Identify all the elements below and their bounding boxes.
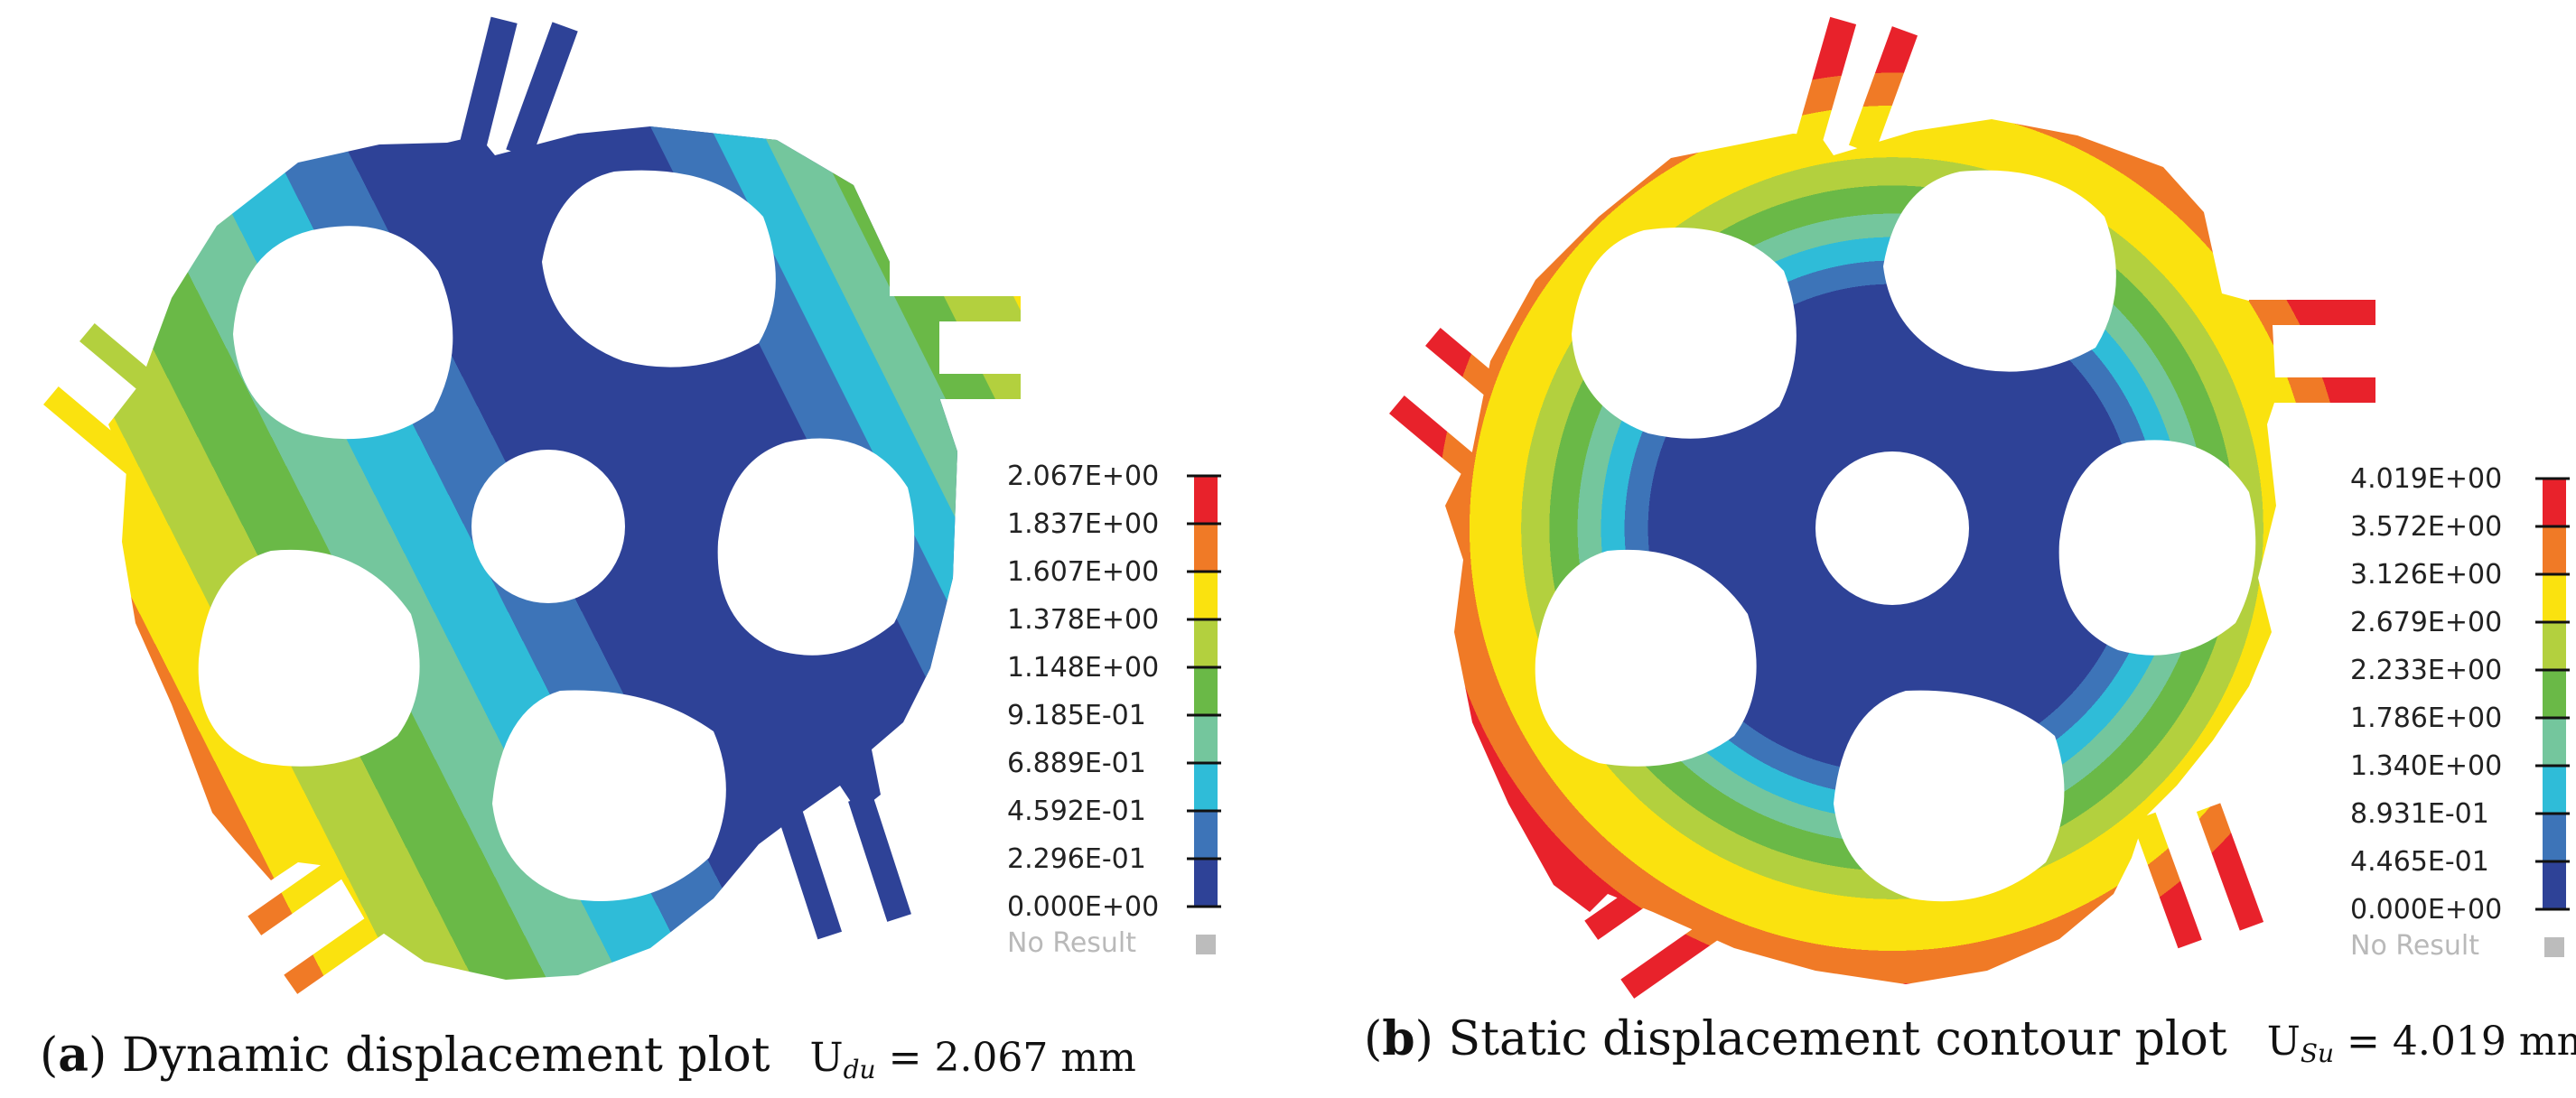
panel-a-symbol-letter: U <box>809 1035 844 1081</box>
legend-tick-label: 1.607E+00 <box>1007 556 1159 588</box>
legend-color-band <box>2543 526 2566 574</box>
panel-b-legend: 4.019E+00 3.572E+00 3.126E+00 2.679E+00 2.23… <box>2350 463 2570 962</box>
legend-tick-label: 2.067E+00 <box>1007 461 1159 492</box>
legend-tick-label: 6.889E-01 <box>1007 748 1146 779</box>
panel-b-caption: (b) Static displacement contour plot USu … <box>1364 1011 2576 1068</box>
panel-b-caption-letter: b <box>1382 1011 1415 1066</box>
legend-color-band <box>2543 861 2566 909</box>
legend-color-band <box>1194 715 1218 763</box>
panel-b-symbol-value: = 4.019 mm <box>2347 1019 2576 1065</box>
legend-tick-label: 1.786E+00 <box>2350 703 2502 734</box>
legend-tick-label: 0.000E+00 <box>2350 894 2502 926</box>
panel-b-symbol: USu = 4.019 mm <box>2266 1019 2576 1068</box>
legend-color-band <box>2543 718 2566 766</box>
panel-b-holes <box>1535 170 2256 902</box>
legend-no-result-label: No Result <box>2350 930 2479 962</box>
panel-b-center-hole <box>1815 451 1969 605</box>
legend-no-result-swatch <box>2544 937 2564 957</box>
legend-color-band <box>1194 476 1218 524</box>
legend-no-result-swatch <box>1196 935 1216 954</box>
panel-a-caption-text: Dynamic displacement plot <box>121 1028 770 1083</box>
legend-tick-label: 3.126E+00 <box>2350 559 2502 591</box>
legend-tick-label: 1.378E+00 <box>1007 604 1159 636</box>
legend-tick-label: 9.185E-01 <box>1007 700 1146 731</box>
legend-color-band <box>2543 670 2566 718</box>
legend-tick-label: 2.679E+00 <box>2350 607 2502 638</box>
legend-color-band <box>1194 619 1218 667</box>
legend-tick-label: 3.572E+00 <box>2350 511 2502 543</box>
panel-b-contour-plot <box>1389 16 2375 999</box>
legend-tick-label: 2.233E+00 <box>2350 655 2502 686</box>
legend-color-band <box>2543 574 2566 622</box>
panel-a-legend: 2.067E+00 1.837E+00 1.607E+00 1.378E+00 1.14… <box>1007 461 1221 959</box>
legend-tick-label: 4.465E-01 <box>2350 846 2489 878</box>
legend-color-band <box>2543 622 2566 670</box>
legend-tick-label: 0.000E+00 <box>1007 891 1159 923</box>
panel-a-symbol: Udu = 2.067 mm <box>809 1035 1136 1084</box>
panel-a-symbol-sub: du <box>843 1055 876 1084</box>
legend-tick-label: 1.340E+00 <box>2350 750 2502 782</box>
panel-a-center-hole <box>471 450 625 603</box>
panel-b-symbol-letter: U <box>2266 1019 2301 1065</box>
panel-a-symbol-value: = 2.067 mm <box>888 1035 1136 1081</box>
legend-no-result-label: No Result <box>1007 927 1136 959</box>
panel-b-symbol-sub: Su <box>2300 1038 2335 1068</box>
panel-a-holes <box>198 170 915 901</box>
legend-tick-label: 1.148E+00 <box>1007 652 1159 684</box>
legend-color-band <box>1194 572 1218 619</box>
legend-color-band <box>1194 763 1218 811</box>
legend-color-band <box>2543 814 2566 861</box>
legend-tick-label: 4.019E+00 <box>2350 463 2502 495</box>
legend-color-band <box>1194 859 1218 907</box>
legend-color-band <box>1194 524 1218 572</box>
legend-color-band <box>1194 811 1218 859</box>
panel-a-contour-plot <box>43 16 1021 994</box>
panel-a-caption-letter: a <box>58 1028 89 1083</box>
legend-color-band <box>2543 479 2566 526</box>
legend-tick-label: 1.837E+00 <box>1007 508 1159 540</box>
legend-color-band <box>1194 667 1218 715</box>
panel-a-caption: (a) Dynamic displacement plot Udu = 2.067… <box>40 1028 1136 1084</box>
panel-b-caption-text: Static displacement contour plot <box>1448 1012 2227 1066</box>
legend-tick-label: 4.592E-01 <box>1007 796 1146 827</box>
legend-color-band <box>2543 766 2566 814</box>
legend-tick-label: 8.931E-01 <box>2350 798 2489 830</box>
legend-tick-label: 2.296E-01 <box>1007 843 1146 875</box>
